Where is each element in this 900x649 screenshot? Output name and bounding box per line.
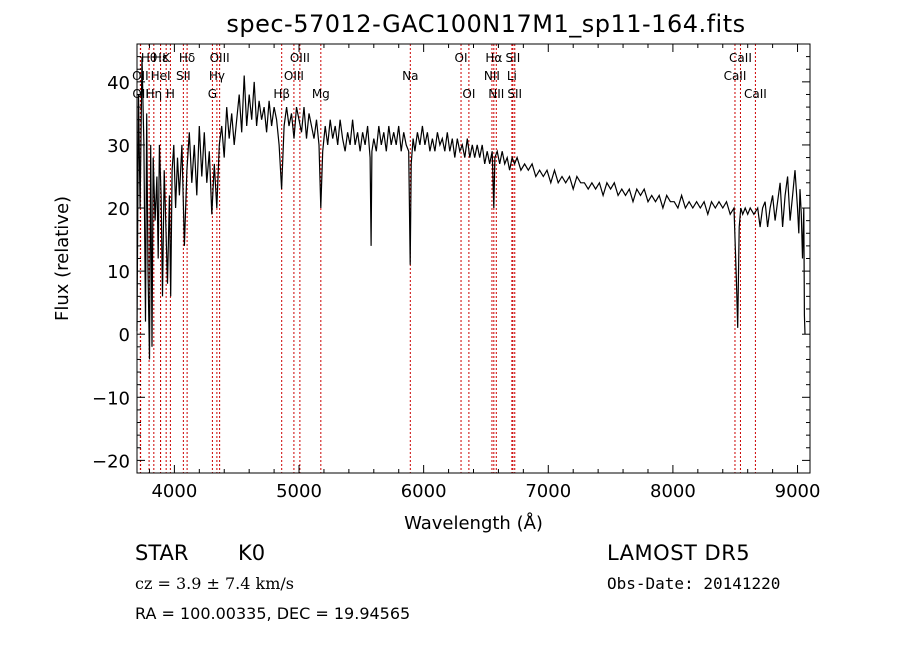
- chart-title: spec-57012-GAC100N17M1_sp11-164.fits: [226, 10, 746, 38]
- observation-date: Obs-Date: 20141220: [607, 574, 781, 593]
- line-label: Mg: [312, 87, 330, 101]
- redshift-velocity: cz = 3.9 ± 7.4 km/s: [135, 574, 294, 593]
- line-label: HeI: [151, 69, 171, 83]
- line-label: OI: [455, 51, 468, 65]
- y-tick-label: 40: [107, 73, 130, 94]
- y-tick-label: −20: [92, 451, 130, 472]
- line-label: SII: [506, 51, 521, 65]
- y-tick-label: 30: [107, 136, 130, 157]
- line-label: Hβ: [273, 87, 290, 101]
- x-tick-label: 6000: [401, 481, 447, 502]
- line-label: Li: [507, 69, 517, 83]
- line-label: OIII: [210, 51, 230, 65]
- line-label: Na: [402, 69, 418, 83]
- x-tick-label: 7000: [525, 481, 571, 502]
- y-tick-label: −10: [92, 388, 130, 409]
- line-label: CaII: [724, 69, 747, 83]
- line-label: SII: [507, 87, 522, 101]
- x-tick-label: 9000: [775, 481, 821, 502]
- line-label: Hθ: [141, 51, 157, 65]
- plot-frame: [136, 43, 811, 474]
- y-tick-label: 10: [107, 262, 130, 283]
- line-label: CaII: [729, 51, 752, 65]
- x-tick-label: 8000: [650, 481, 696, 502]
- line-label: SII: [176, 69, 191, 83]
- line-label: K: [162, 51, 171, 65]
- line-label: Hδ: [179, 51, 195, 65]
- line-label: OIII: [284, 69, 304, 83]
- x-tick-label: 5000: [276, 481, 322, 502]
- coordinates: RA = 100.00335, DEC = 19.94565: [135, 604, 411, 623]
- line-label: G: [208, 87, 217, 101]
- line-label: OII: [132, 87, 149, 101]
- spectrum-line: [136, 56, 806, 360]
- axis-ticks: 4000 5000 6000 7000 8000 9000 −20 −10 0 10 20 30 40: [92, 44, 820, 502]
- line-label: OI: [462, 87, 475, 101]
- y-tick-label: 20: [107, 199, 130, 220]
- x-axis-label: Wavelength (Å): [404, 512, 543, 534]
- object-class: STAR: [135, 541, 189, 565]
- object-subclass: K0: [238, 541, 266, 565]
- line-label: NII: [488, 87, 504, 101]
- line-label: OIII: [290, 51, 310, 65]
- line-label: Hε: [153, 51, 169, 65]
- line-markers: [139, 44, 756, 473]
- line-label: Hη: [146, 87, 163, 101]
- x-tick-label: 4000: [151, 481, 197, 502]
- line-label: Hγ: [209, 69, 225, 83]
- line-label: OII: [132, 69, 149, 83]
- line-label: Hα: [485, 51, 502, 65]
- line-label: H: [166, 87, 175, 101]
- y-tick-label: 0: [119, 325, 130, 346]
- line-label: CaII: [744, 87, 767, 101]
- line-label: NII: [484, 69, 500, 83]
- survey-name: LAMOST DR5: [607, 541, 751, 565]
- y-axis-label: Flux (relative): [52, 196, 73, 321]
